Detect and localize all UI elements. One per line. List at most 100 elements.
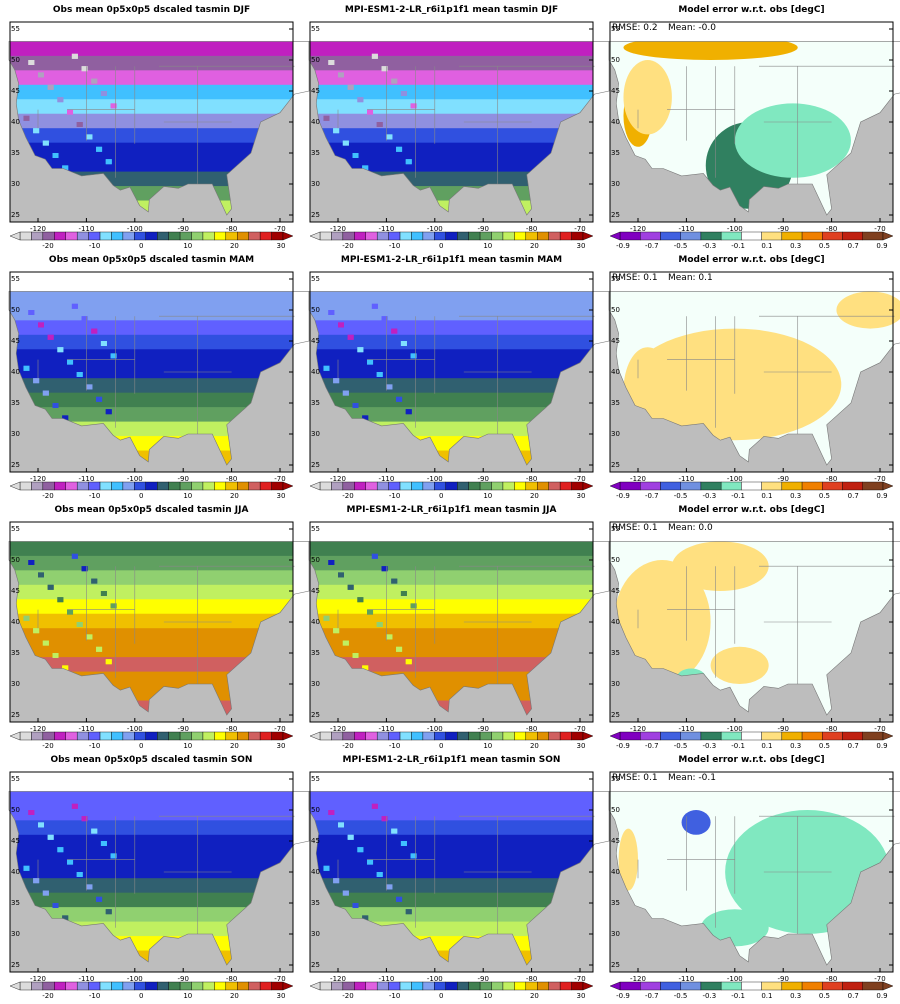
mountain-cell	[352, 653, 359, 658]
lat-tick-label: 35	[311, 649, 320, 657]
colorbar-cell	[19, 231, 32, 241]
lat-tick-label: 50	[11, 556, 20, 564]
lon-tick-label: -90	[777, 725, 788, 733]
mountain-cell	[338, 322, 344, 328]
lat-tick-label: 35	[11, 399, 20, 407]
colorbar-cell	[134, 481, 146, 491]
mountain-cell	[76, 622, 83, 627]
mountain-cell	[81, 566, 88, 572]
mountain-cell	[357, 97, 364, 103]
mountain-cell	[57, 347, 64, 353]
colorbar-cell	[42, 481, 55, 491]
mountain-cell	[342, 140, 349, 146]
colorbar-label: 0	[439, 242, 443, 250]
field-band	[10, 99, 293, 115]
colorbar-end	[9, 481, 21, 491]
mountain-cell	[338, 822, 344, 828]
lat-tick-label: 40	[11, 118, 20, 126]
colorbar-cell	[761, 231, 783, 241]
field-band	[310, 570, 593, 586]
colorbar-cell	[411, 481, 424, 491]
field-band	[310, 407, 593, 423]
field-band	[310, 791, 593, 807]
colorbar-cell	[700, 731, 722, 741]
colorbar-cell	[862, 231, 884, 241]
mountain-cell	[110, 103, 117, 109]
colorbar-cell	[342, 981, 355, 991]
colorbar-cell	[660, 981, 681, 991]
field-band	[310, 378, 593, 394]
colorbar-end	[609, 731, 621, 741]
mountain-cell	[357, 597, 364, 603]
mountain-cell	[100, 841, 107, 846]
lat-tick-label: 40	[311, 618, 320, 626]
field-band	[310, 834, 593, 851]
colorbar-cell	[157, 231, 169, 241]
colorbar-cell	[134, 981, 146, 991]
colorbar-cell	[399, 231, 412, 241]
panel-title: Obs mean 0p5x0p5 dscaled tasmin SON	[51, 755, 253, 765]
coastline	[8, 791, 310, 966]
colorbar-cell	[720, 731, 742, 741]
panel-title: Model error w.r.t. obs [degC]	[678, 505, 824, 515]
lat-tick-label: 50	[11, 806, 20, 814]
colorbar-label: -10	[89, 992, 100, 1000]
lat-tick-label: 25	[611, 461, 620, 469]
mountain-cell	[328, 560, 335, 565]
lon-tick-label: -90	[177, 225, 188, 233]
mountain-cell	[367, 359, 374, 365]
mountain-cell	[342, 640, 349, 646]
colorbar-label: 10	[483, 992, 492, 1000]
field-band	[10, 378, 293, 394]
colorbar-label: 0.3	[790, 242, 801, 250]
panel-title: MPI-ESM1-2-LR_r6i1p1f1 mean tasmin MAM	[341, 255, 562, 265]
colorbar-cell	[640, 731, 661, 741]
colorbar-cell	[145, 481, 158, 491]
lon-tick-label: -90	[477, 225, 488, 233]
lon-tick-label: -120	[630, 225, 646, 233]
lat-tick-label: 55	[311, 275, 320, 283]
colorbar-label: -0.3	[702, 492, 716, 500]
colorbar-label: 0.7	[848, 492, 859, 500]
mountain-cell	[405, 159, 412, 165]
lat-tick-label: 50	[311, 806, 320, 814]
mountain-cell	[333, 878, 340, 884]
colorbar-label: -0.1	[731, 492, 745, 500]
error-region	[671, 541, 769, 591]
colorbar-end	[582, 231, 594, 241]
mountain-cell	[338, 72, 344, 78]
lon-tick-label: -120	[30, 975, 46, 983]
colorbar-cell	[134, 231, 146, 241]
coastline	[608, 41, 900, 216]
field-band	[10, 142, 293, 159]
colorbar-cell	[19, 981, 32, 991]
lon-tick-label: -100	[127, 725, 143, 733]
mountain-cell	[52, 403, 59, 408]
mountain-cell	[86, 884, 93, 890]
lat-tick-label: 55	[11, 775, 20, 783]
colorbar-cell	[145, 731, 158, 741]
colorbar-label: 10	[183, 742, 192, 750]
lat-tick-label: 45	[611, 837, 620, 845]
panel: Model error w.r.t. obs [degC] RMSE: 0.2 Me…	[608, 5, 900, 250]
colorbar-cell	[571, 481, 584, 491]
colorbar-cell	[619, 231, 641, 241]
lat-tick-label: 50	[611, 56, 620, 64]
lat-tick-label: 35	[611, 149, 620, 157]
mountain-cell	[328, 60, 335, 65]
mountain-cell	[110, 853, 117, 859]
colorbar-cell	[862, 481, 884, 491]
colorbar-end	[882, 981, 894, 991]
colorbar-end	[582, 481, 594, 491]
mountain-cell	[62, 415, 69, 421]
colorbar-cell	[720, 481, 742, 491]
lon-tick-label: -120	[630, 475, 646, 483]
error-region	[700, 909, 769, 947]
colorbar-cell	[548, 731, 561, 741]
colorbar-cell	[225, 481, 238, 491]
mountain-cell	[76, 372, 83, 377]
colorbar-label: -0.1	[731, 992, 745, 1000]
lat-tick-label: 25	[11, 711, 20, 719]
colorbar-cell	[354, 481, 366, 491]
mountain-cell	[81, 316, 88, 322]
